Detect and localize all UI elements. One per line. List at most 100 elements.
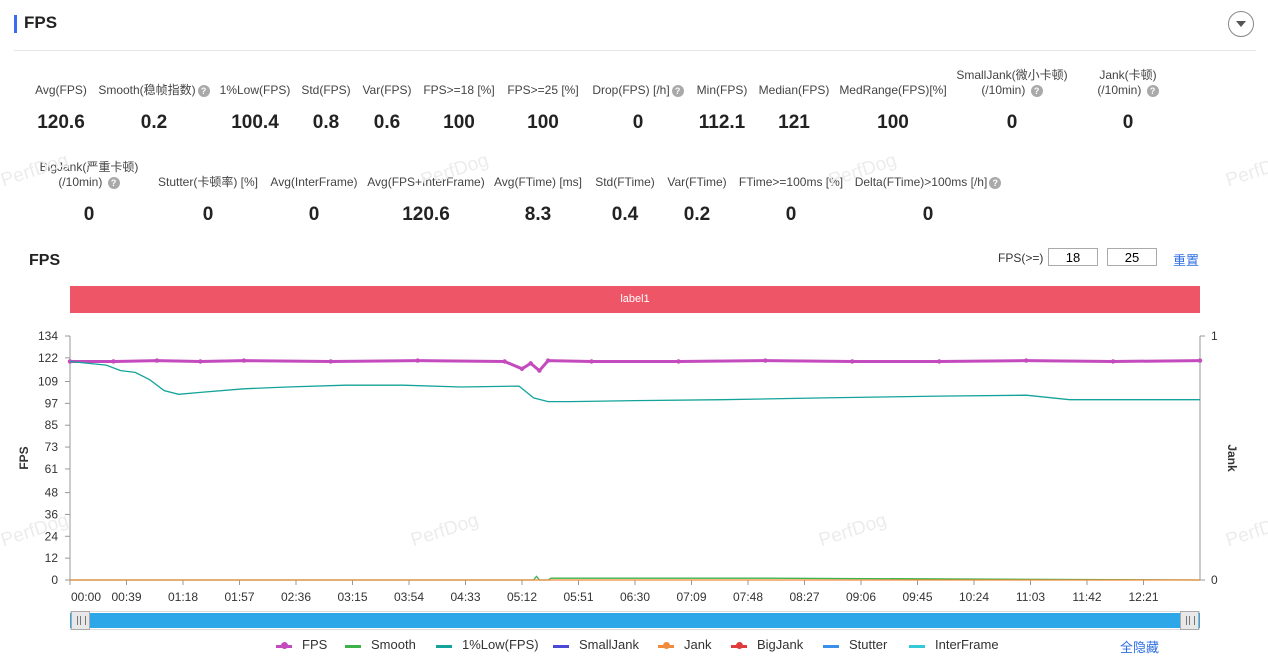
y-tick-label: 97 [45,396,59,410]
metric-row1-11: SmallJank(微小卡顿) (/10min) ? 0 [927,68,1097,133]
help-icon[interactable]: ? [107,176,120,189]
metric-value: 120.6 [402,204,450,225]
legend-item-jank[interactable]: Jank [684,637,712,652]
legend-item-smalljank[interactable]: SmallJank [579,637,639,652]
metric-row1-5: FPS>=18 [%] 100 [374,83,544,143]
x-tick-label: 07:48 [733,590,763,604]
metric-label-text: Avg(FTime) [ms] [493,175,582,189]
y-tick-label: 24 [45,529,59,543]
collapse-button[interactable] [1228,11,1254,37]
x-tick-label: 10:24 [959,590,989,604]
x-tick-label: 06:30 [620,590,650,604]
metric-value: 100 [443,112,475,133]
metric-label-text: Std(FTime) [595,175,655,189]
metric-row2-0: BigJank(严重卡顿) (/10min) ? 0 [4,160,174,225]
metric-value: 0.8 [312,112,340,133]
metric-label-text: Smooth(稳帧指数) [98,83,196,97]
help-icon[interactable]: ? [671,84,684,97]
metric-row2-4: Avg(FTime) [ms] 8.3 [453,175,623,235]
metric-row2-2: Avg(InterFrame) 0 [229,175,399,235]
metric-label: Var(FTime) [612,175,782,190]
metric-row2-5: Std(FTime) 0.4 [540,175,710,235]
fps-point [850,359,855,364]
fps-point [154,358,160,363]
metric-label-text: Jank(卡顿) [1099,68,1157,82]
metric-value: 0 [202,204,214,225]
fps-point [519,366,525,371]
y-tick-label: 134 [38,329,58,343]
metric-label: FTime>=100ms [%] [706,175,876,190]
metric-label: SmallJank(微小卡顿) [927,68,1097,83]
legend-marker-dot [280,642,288,649]
hide-all-button[interactable]: 全隐藏 [1120,640,1160,655]
header-accent-bar [14,15,17,33]
metric-row2-8: Delta(FTime)>100ms [/h]? 0 [843,175,1013,235]
metric-label: Drop(FPS) [/h]? [553,83,723,98]
metric-label: Median(FPS) [709,83,879,98]
legend-item-1-low-fps-[interactable]: 1%Low(FPS) [462,637,539,652]
fps-point [545,358,551,363]
metric-row1-7: Drop(FPS) [/h]? 0 [553,83,723,143]
metric-label-text: Drop(FPS) [/h] [592,83,670,97]
reset-button[interactable]: 重置 [1173,253,1200,268]
x-tick-label: 05:12 [507,590,537,604]
x-tick-label: 01:57 [224,590,254,604]
fps-point [198,359,203,364]
metric-label: MedRange(FPS)[%] [808,83,978,98]
x-tick-label: 08:27 [789,590,819,604]
triangle-down-icon [1236,21,1246,27]
legend-item-fps[interactable]: FPS [302,637,328,652]
metric-label-unit: (/10min) ? [1043,83,1213,98]
help-icon[interactable]: ? [1030,84,1043,97]
y2-tick-label: 0 [1211,573,1218,587]
label-band[interactable]: label1 [70,286,1200,313]
metric-label-text: FPS>=25 [%] [507,83,579,97]
section-header: FPS [0,0,1268,51]
legend-item-bigjank[interactable]: BigJank [757,637,804,652]
metric-label: Std(FTime) [540,175,710,190]
metric-row1-9: Median(FPS) 121 [709,83,879,143]
metric-label: Std(FPS) [241,83,411,98]
metric-value: 0.4 [611,204,639,225]
metric-label-unit: (/10min) ? [4,175,174,190]
fps-point [676,359,681,364]
metric-label-text: FTime>=100ms [%] [738,175,844,189]
metric-label-text: FPS>=18 [%] [423,83,495,97]
help-icon[interactable]: ? [1146,84,1159,97]
x-tick-label: 11:42 [1072,590,1101,604]
help-icon[interactable]: ? [197,84,210,97]
metric-row2-7: FTime>=100ms [%] 0 [706,175,876,235]
header-divider [14,50,1256,51]
range-slider-track[interactable] [70,613,1200,628]
metric-unit-text: (/10min) [1097,83,1142,97]
legend-item-smooth[interactable]: Smooth [371,637,416,652]
help-icon[interactable]: ? [989,176,1002,189]
metric-value: 100 [877,112,909,133]
metric-value: 120.6 [37,112,85,133]
metric-label-text: BigJank(严重卡顿) [39,160,139,174]
metric-value: 100 [527,112,559,133]
metric-value: 0 [1006,112,1018,133]
x-tick-label: 00:39 [111,590,141,604]
legend-item-interframe[interactable]: InterFrame [935,637,999,652]
fps-point [763,358,768,363]
fps-threshold-input-2[interactable] [1107,248,1157,266]
x-tick-label: 02:36 [281,590,311,604]
x-tick-label: 03:54 [394,590,424,604]
range-slider-right-handle[interactable] [1180,611,1199,630]
metric-label: BigJank(严重卡顿) [4,160,174,175]
chart-title: FPS [29,252,61,269]
y-tick-label: 85 [45,418,59,432]
legend-item-stutter[interactable]: Stutter [849,637,888,652]
y-tick-label: 73 [45,440,59,454]
fps-threshold-input-1[interactable] [1048,248,1098,266]
x-tick-label: 00:00 [71,590,101,604]
fps-point [67,359,73,364]
range-slider-left-handle[interactable] [71,611,90,630]
y-tick-label: 61 [45,462,59,476]
metric-label: Avg(FPS+InterFrame) [341,175,511,190]
metric-label-text: Median(FPS) [758,83,830,97]
fps-point [241,358,247,363]
metric-value: 0 [1122,112,1134,133]
